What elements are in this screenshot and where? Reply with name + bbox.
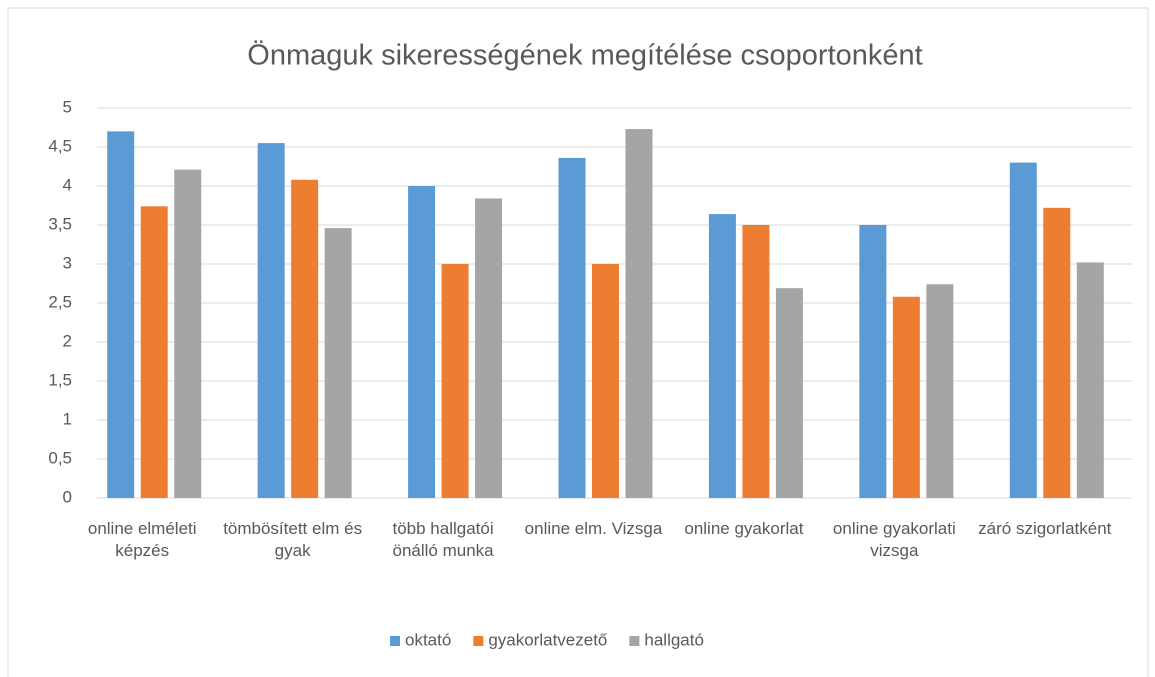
y-tick-label: 5 [63, 97, 72, 116]
legend-swatch [473, 636, 484, 646]
x-tick-label: online gyakorlat [684, 519, 804, 538]
y-tick-label: 0 [63, 487, 72, 506]
x-tick-label: online gyakorlati vizsga [832, 519, 956, 560]
bar [475, 198, 503, 499]
bar [708, 214, 736, 498]
bar [892, 296, 920, 498]
bar [926, 284, 954, 498]
bar [174, 169, 202, 498]
bar [107, 131, 135, 498]
y-tick-label: 1,5 [48, 370, 72, 389]
legend-label: oktató [405, 630, 451, 649]
y-tick-label: 3,5 [48, 214, 72, 233]
x-tick-label: online elméleti képzés [87, 519, 197, 560]
legend-label: hallgató [644, 630, 704, 649]
legend-label: gyakorlatvezető [488, 630, 607, 649]
bar [291, 179, 319, 498]
bar [592, 264, 619, 498]
bar [408, 186, 436, 498]
bar [1009, 162, 1037, 498]
y-tick-label: 1 [63, 409, 72, 428]
bar [257, 143, 285, 498]
x-tick-label: tömbösített elm és gyak [223, 519, 363, 560]
legend-swatch [390, 636, 400, 646]
bar [441, 264, 469, 498]
bar [775, 288, 803, 498]
bar [742, 225, 770, 498]
chart-title: Önmaguk sikerességének megítélése csopor… [247, 40, 922, 72]
legend-swatch [629, 636, 640, 646]
bar [625, 129, 653, 498]
y-tick-label: 0,5 [48, 448, 72, 467]
x-tick-label: záró szigorlatként [978, 519, 1112, 538]
x-tick-label: online elm. Vizsga [524, 519, 663, 538]
y-tick-label: 4,5 [48, 136, 72, 155]
chart-border [7, 7, 1149, 677]
bar [140, 206, 168, 498]
bar [558, 157, 586, 499]
bar [1043, 207, 1071, 498]
x-tick-label: több hallgatói önálló munka [392, 519, 494, 560]
bar [1076, 262, 1104, 498]
bar [324, 228, 352, 498]
y-tick-label: 2,5 [48, 292, 72, 311]
y-tick-label: 2 [63, 331, 72, 350]
bar [859, 225, 887, 498]
y-tick-label: 4 [63, 175, 72, 194]
y-tick-label: 3 [63, 253, 72, 272]
